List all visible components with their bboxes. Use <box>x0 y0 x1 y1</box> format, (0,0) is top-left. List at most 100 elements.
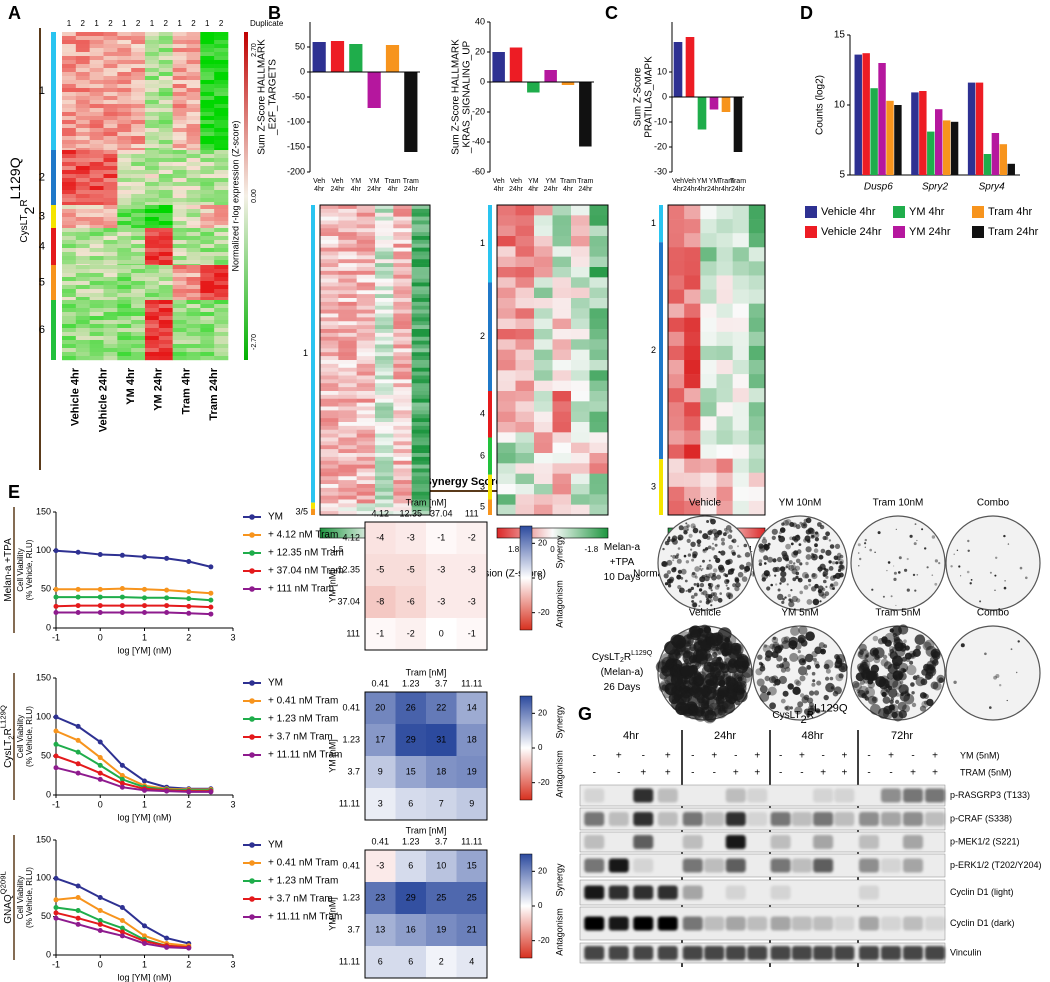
colony <box>805 529 812 535</box>
heatmap-cell <box>338 344 357 349</box>
sign: - <box>617 768 620 779</box>
heatmap-cell <box>62 166 77 171</box>
colony <box>763 644 767 648</box>
colony <box>758 559 763 563</box>
colony <box>999 684 1002 687</box>
heatmap-cell <box>186 56 201 61</box>
heatmap-cell <box>89 277 104 282</box>
colony <box>705 600 710 605</box>
heatmap-cell <box>338 208 357 214</box>
heatmap-cell <box>214 170 229 175</box>
heatmap-cell <box>145 32 160 37</box>
heatmap-cell <box>393 387 412 392</box>
heatmap-cell <box>375 491 394 496</box>
heatmap-cell <box>411 453 431 458</box>
heatmap-cell <box>186 48 201 53</box>
heatmap-cell <box>62 248 77 253</box>
heatmap-cell <box>411 418 431 423</box>
heatmap-cell <box>172 72 187 77</box>
heatmap-cell <box>158 336 173 341</box>
heatmap-cell <box>117 264 132 266</box>
colony <box>731 551 736 556</box>
heatmap-cell <box>571 349 590 361</box>
heatmap-cell <box>393 414 412 419</box>
heatmap-cell <box>131 300 146 305</box>
heatmap-cell <box>365 788 396 820</box>
heatmap-cell <box>75 320 90 325</box>
heatmap-cell <box>172 174 187 179</box>
colony <box>825 531 830 537</box>
heatmap-cell <box>338 282 357 287</box>
colony <box>858 565 860 567</box>
heatmap-cell <box>356 352 376 357</box>
heatmap-cell <box>571 494 590 505</box>
heatmap-frame <box>667 204 766 516</box>
heatmap-cell <box>103 120 118 125</box>
heatmap-cell <box>534 287 553 299</box>
heatmap-cell <box>75 80 90 85</box>
heatmap-cell <box>411 270 431 276</box>
heatmap-cell <box>117 72 132 77</box>
heatmap-cell <box>117 92 132 97</box>
heatmap-cell <box>700 331 717 347</box>
colony <box>715 557 721 564</box>
heatmap-cell <box>103 144 118 149</box>
heatmap-cell <box>393 484 412 489</box>
heatmap-cell <box>515 215 535 226</box>
heatmap-cell <box>62 202 77 206</box>
heatmap-cell <box>393 321 412 326</box>
heatmap-cell <box>89 269 104 274</box>
colony <box>797 637 805 644</box>
heatmap-cell <box>117 112 132 117</box>
heatmap-cell <box>158 154 173 159</box>
heatmap-cell <box>172 336 187 341</box>
colony <box>888 652 892 656</box>
heatmap-cell <box>103 304 118 309</box>
band <box>903 835 923 849</box>
sign: - <box>911 751 914 762</box>
heatmap-cell <box>497 225 516 237</box>
heatmap-cell <box>172 300 187 305</box>
heatmap-cell <box>200 124 215 129</box>
heatmap-cell <box>356 255 376 260</box>
heatmap-cell <box>411 232 431 237</box>
heatmap-cell <box>186 328 201 333</box>
colony <box>668 536 671 539</box>
heatmap-cell <box>338 278 357 283</box>
colorbar-tick-label: 0 <box>538 901 543 910</box>
heatmap-cell <box>145 277 160 282</box>
heatmap-cell <box>103 293 118 298</box>
colony <box>877 531 881 535</box>
cell-label: 25 <box>436 892 446 902</box>
heatmap-cell <box>89 320 104 325</box>
colony <box>729 529 733 533</box>
heatmap-cell <box>131 356 146 361</box>
heatmap-cell <box>158 217 173 222</box>
colony <box>835 654 846 664</box>
heatmap-cell <box>89 328 104 333</box>
heatmap-cell <box>117 277 132 282</box>
colony <box>698 605 701 607</box>
heatmap-cell <box>365 554 396 586</box>
colony <box>798 625 808 635</box>
sign: - <box>867 768 870 779</box>
row-label-part: Melan-a <box>604 542 641 553</box>
heatmap-cell <box>320 290 339 295</box>
x-tick-label: 1 <box>142 632 147 642</box>
band <box>834 916 855 931</box>
band <box>813 835 834 849</box>
heatmap-cell <box>62 194 77 199</box>
heatmap-cell <box>356 363 376 369</box>
heatmap-cell <box>571 422 590 433</box>
heatmap-cell <box>214 186 229 191</box>
point <box>53 610 59 616</box>
colony <box>788 560 793 565</box>
y-tick-label: 1.23 <box>342 892 360 902</box>
heatmap-cell <box>356 270 376 276</box>
legend-label: + 12.35 nM Tram <box>268 548 344 559</box>
heatmap-cell <box>62 344 77 349</box>
heatmap-cell <box>75 312 90 317</box>
x-tick-label: Veh <box>510 178 522 185</box>
heatmap-cell <box>748 374 766 389</box>
heatmap-cell <box>589 215 609 226</box>
